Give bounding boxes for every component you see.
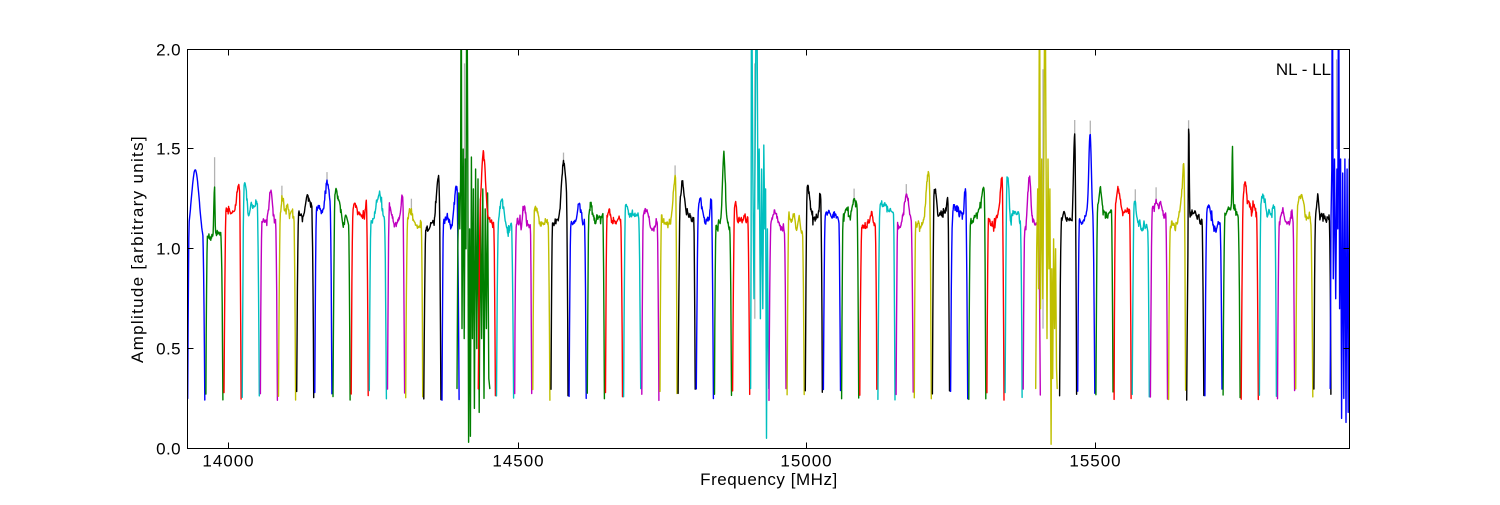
- svg-text:1.5: 1.5: [156, 140, 181, 159]
- svg-text:1.0: 1.0: [156, 240, 181, 259]
- svg-text:0.5: 0.5: [156, 340, 181, 359]
- svg-text:0.0: 0.0: [156, 440, 181, 459]
- svg-text:Frequency [MHz]: Frequency [MHz]: [700, 470, 838, 489]
- svg-text:14500: 14500: [492, 452, 544, 471]
- svg-text:15000: 15000: [780, 452, 832, 471]
- svg-text:NL - LL: NL - LL: [1276, 60, 1331, 79]
- svg-text:15500: 15500: [1069, 452, 1121, 471]
- svg-text:14000: 14000: [202, 452, 254, 471]
- svg-text:2.0: 2.0: [156, 41, 181, 60]
- svg-text:Amplitude [arbitrary units]: Amplitude [arbitrary units]: [128, 135, 147, 363]
